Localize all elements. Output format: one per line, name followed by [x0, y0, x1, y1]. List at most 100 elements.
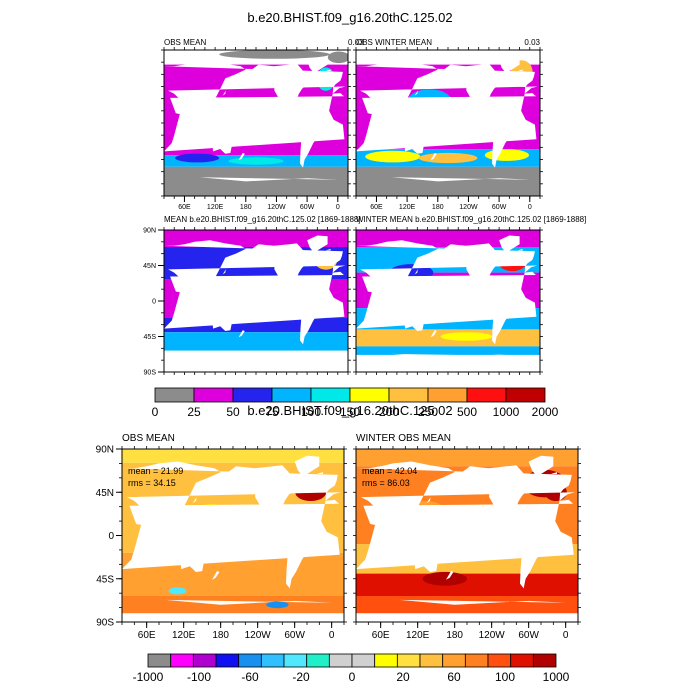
x-tick-label: 60E — [372, 630, 390, 641]
y-tick-label: 0 — [108, 531, 114, 542]
colorbar-bottom: -1000 -100 -60 -20 0 20 60 100 1000 — [133, 653, 570, 684]
field-patch — [228, 157, 284, 165]
field-patch — [440, 332, 493, 341]
colorbar-label: 2000 — [532, 405, 559, 419]
field-band — [356, 355, 540, 372]
land-mask — [6, 465, 75, 528]
land-mask — [68, 64, 125, 117]
y-tick-label: 90S — [144, 369, 157, 376]
panel-title: OBS MEAN — [122, 433, 175, 444]
colorbar-label: 25 — [187, 405, 201, 419]
land-mask — [414, 546, 438, 572]
field-patch — [175, 153, 220, 163]
land-mask — [199, 177, 338, 196]
field-band — [356, 166, 540, 196]
x-tick-label: 120W — [479, 630, 506, 641]
land-mask — [430, 330, 437, 338]
colorbar-label: 100 — [495, 670, 515, 684]
x-tick-label: 180 — [212, 630, 229, 641]
land-mask — [142, 249, 147, 251]
land-mask — [499, 235, 520, 254]
x-tick-label: 120E — [207, 204, 224, 211]
land-mask — [16, 354, 154, 372]
colorbar-label: 20 — [396, 670, 410, 684]
land-mask — [0, 272, 160, 329]
land-mask — [180, 546, 204, 572]
land-mask — [296, 113, 320, 168]
land-mask — [316, 472, 323, 474]
land-mask — [325, 69, 331, 72]
stat-rms: rms = 86.03 — [362, 478, 410, 488]
field-patch — [365, 150, 421, 163]
land-mask — [212, 309, 232, 331]
colorbar-label: 75 — [265, 405, 279, 419]
land-mask — [37, 302, 47, 308]
y-tick-label: 90N — [143, 227, 156, 234]
field-band — [164, 166, 348, 196]
y-tick-label: 45S — [96, 574, 114, 585]
land-mask — [36, 266, 42, 276]
land-mask — [412, 87, 419, 98]
land-mask — [18, 119, 31, 130]
colorbar-label: 60 — [447, 670, 461, 684]
colorbar-label: 0 — [349, 670, 356, 684]
x-tick-label: 60W — [492, 204, 507, 211]
land-mask — [0, 240, 161, 299]
axis-ticks: 60E 120E 180 120W 60W 0 — [161, 47, 351, 211]
field-band — [122, 596, 344, 614]
colorbar-swatch — [271, 387, 312, 403]
land-mask — [370, 548, 375, 560]
land-mask — [412, 123, 423, 131]
x-tick-label: 60E — [178, 204, 191, 211]
land-mask — [0, 600, 110, 622]
land-mask — [443, 63, 502, 117]
panel-title: WINTER OBS MEAN — [356, 433, 451, 444]
colorbar-swatch — [306, 653, 330, 668]
field-band — [164, 332, 348, 351]
colorbar-label: 500 — [457, 405, 477, 419]
colorbar-label: 0 — [152, 405, 159, 419]
land-mask — [307, 235, 328, 254]
land-mask — [123, 236, 144, 254]
panel-model-winter-mean: WINTER MEAN b.e20.BHIST.f09_g16.20thC.12… — [353, 215, 586, 375]
colorbar-swatch — [442, 653, 466, 668]
panel-title: OBS WINTER MEAN — [356, 38, 432, 47]
colorbar-label: 50 — [226, 405, 240, 419]
axis-ticks: 60E 120E 180 120W 60W 0 — [353, 446, 581, 641]
land-mask — [202, 118, 216, 130]
field-patch — [484, 149, 529, 161]
figure-title-bottom: b.e20.BHIST.f09_g16.20thC.125.02 — [247, 403, 452, 418]
colorbar-swatch — [466, 387, 507, 403]
y-tick-label: 90S — [96, 618, 114, 629]
field-patch — [422, 571, 467, 586]
land-mask — [367, 133, 372, 144]
colorbar-label: -60 — [241, 670, 259, 684]
field-patch — [327, 51, 348, 64]
land-mask — [394, 118, 408, 130]
land-mask — [528, 455, 554, 478]
land-mask — [488, 113, 512, 168]
x-tick-label: 120W — [267, 204, 286, 211]
land-mask — [251, 243, 310, 295]
map-field — [0, 449, 344, 622]
colorbar-swatch — [419, 653, 444, 668]
x-tick-label: 120E — [399, 204, 416, 211]
map-field — [356, 449, 578, 622]
land-mask — [220, 266, 227, 277]
colorbar-label: 1000 — [493, 405, 520, 419]
land-mask — [55, 153, 61, 160]
land-mask — [16, 177, 154, 196]
y-tick-label: 45N — [96, 488, 114, 499]
colorbar-swatch — [232, 387, 273, 403]
land-mask — [294, 455, 320, 478]
land-mask — [212, 571, 220, 580]
land-mask — [423, 493, 432, 506]
colorbar-swatch — [147, 653, 172, 668]
land-mask — [325, 248, 331, 251]
land-mask — [73, 456, 98, 478]
land-mask — [123, 56, 144, 75]
land-mask — [199, 353, 338, 372]
land-mask — [238, 330, 245, 338]
colorbar-swatch — [396, 653, 421, 668]
land-mask — [412, 266, 419, 277]
